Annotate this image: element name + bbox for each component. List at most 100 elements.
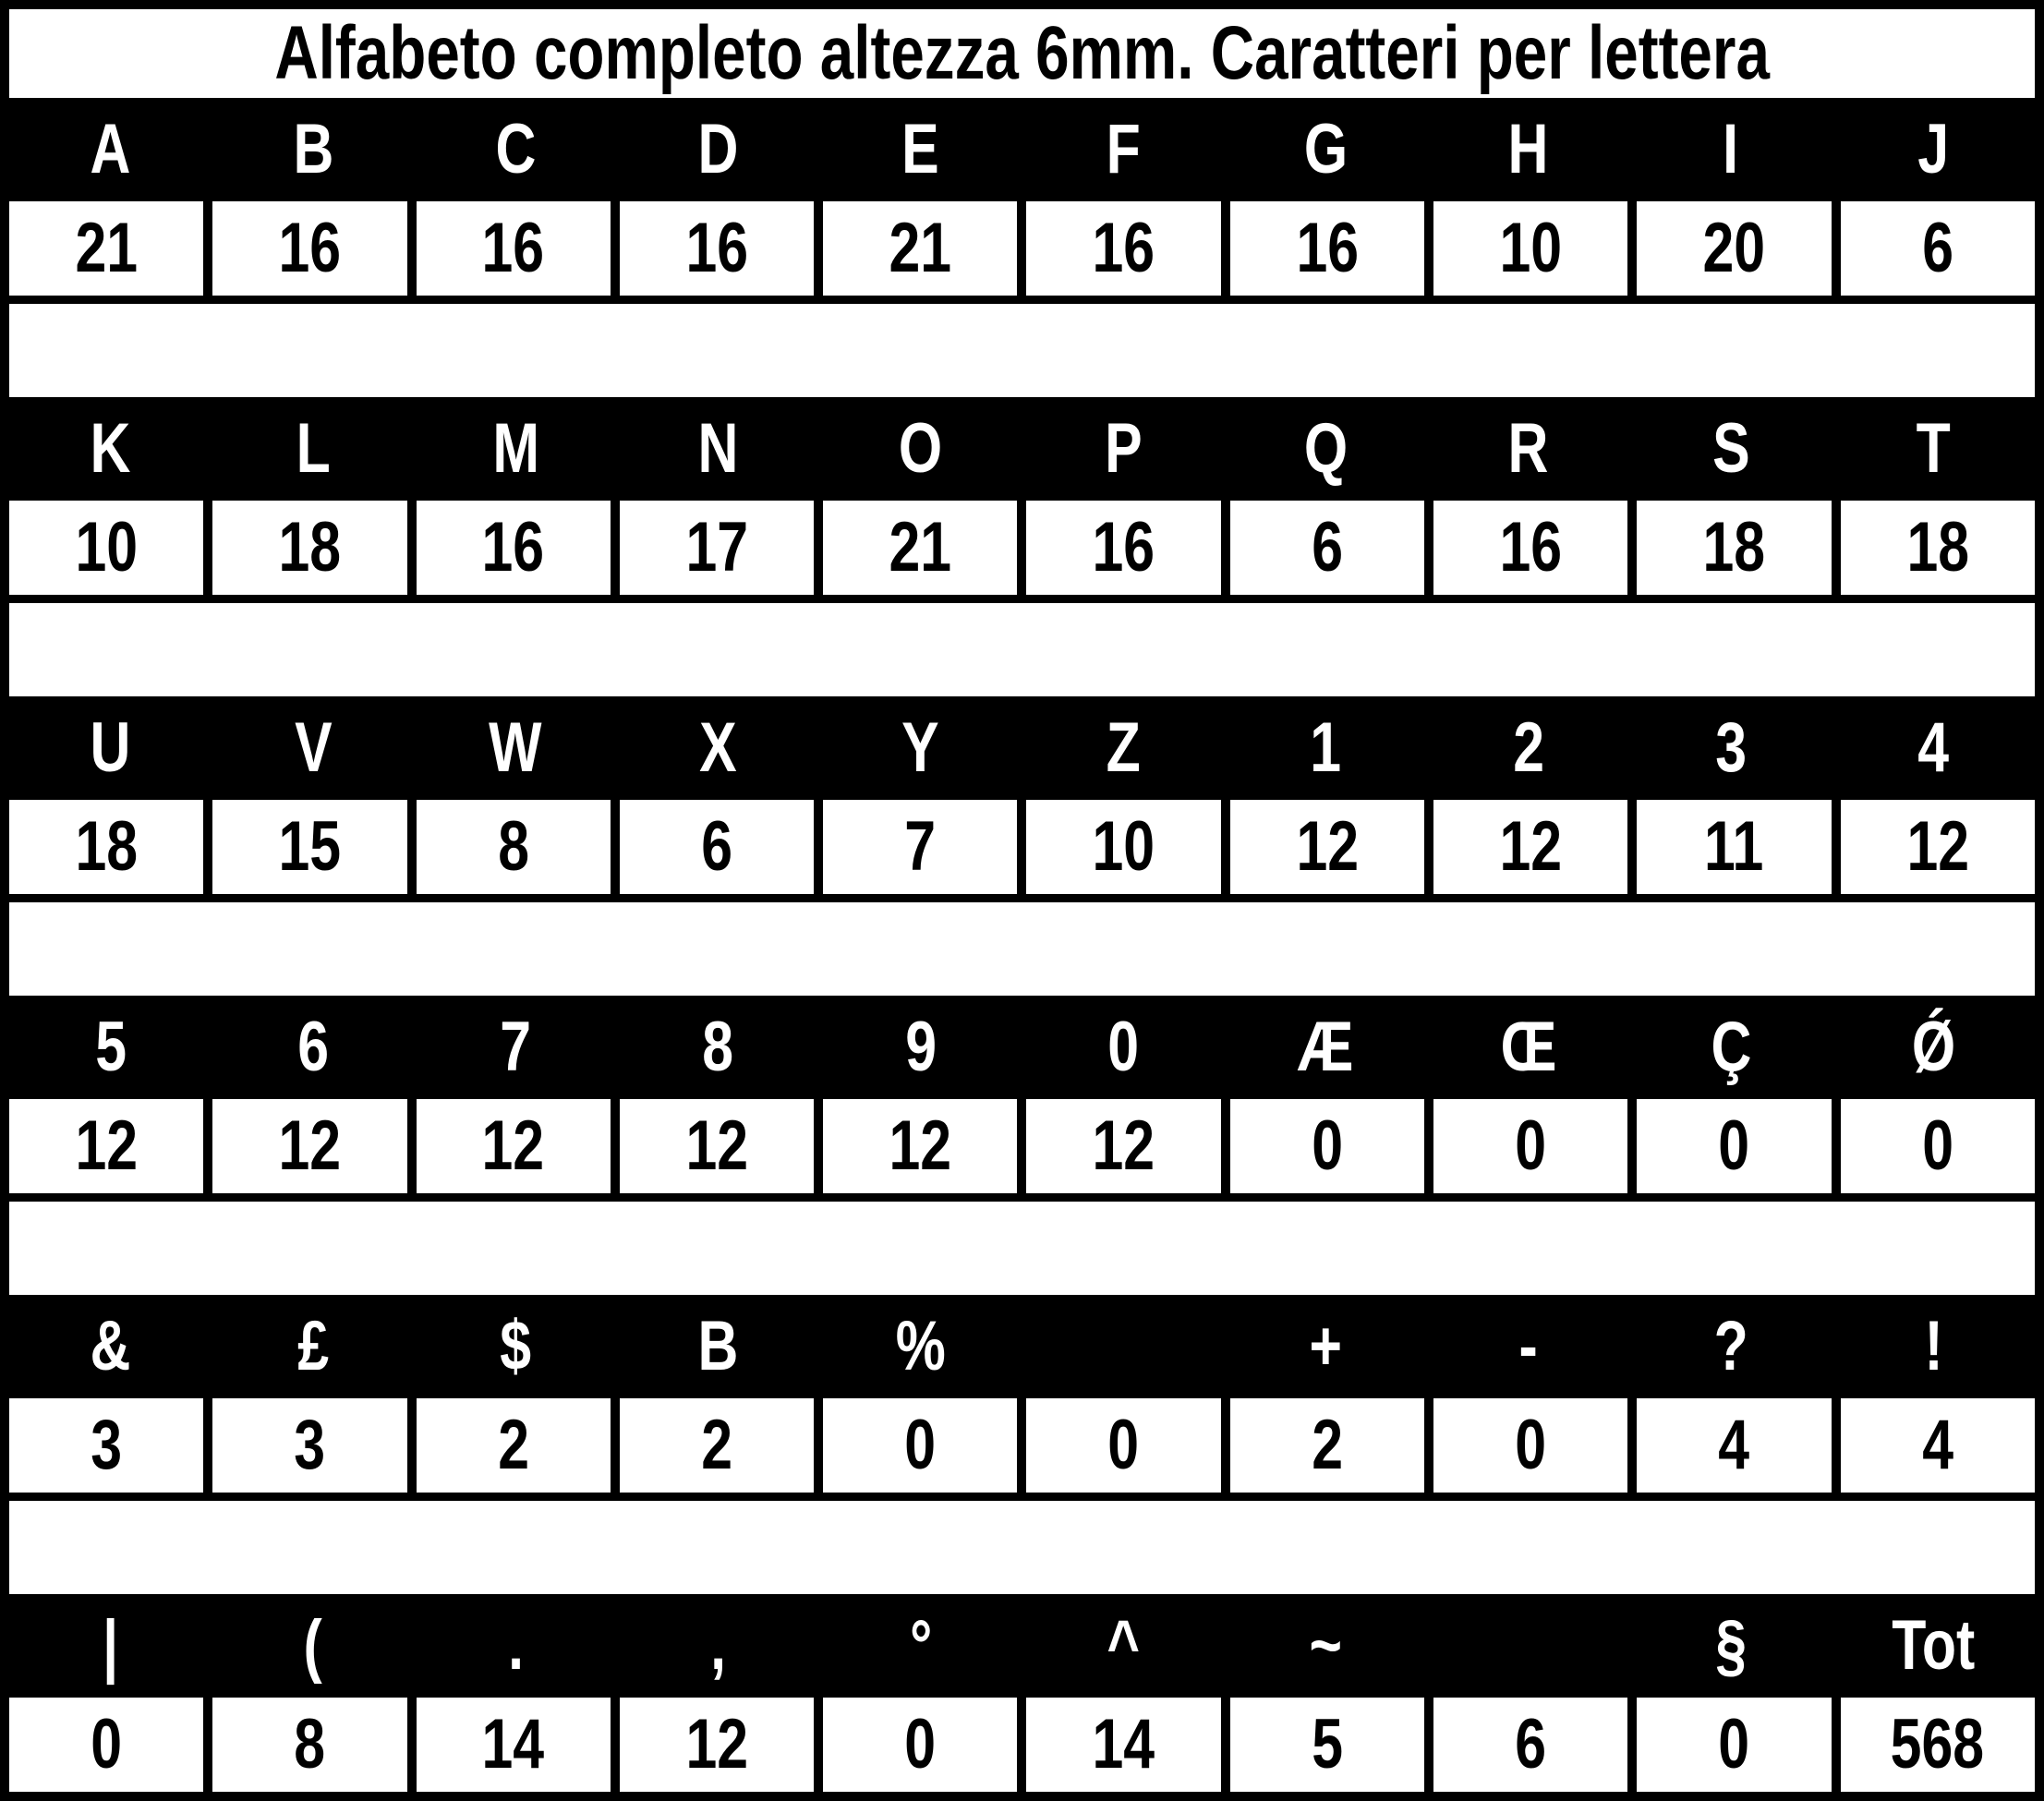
count-cell: 12 <box>9 1099 204 1193</box>
cell-text: 12 <box>1906 807 1969 886</box>
cell-text: 18 <box>278 508 342 586</box>
cell-text: $ <box>500 1307 532 1385</box>
count-cell: 11 <box>1637 800 1832 894</box>
letter-header-cell: L <box>212 397 414 501</box>
count-cell: 568 <box>1840 1698 2035 1792</box>
value-row-1: 21 16 16 16 21 16 16 10 20 6 <box>9 201 2035 304</box>
letter-header-cell: 9 <box>819 996 1022 1099</box>
cell-text: ? <box>1713 1307 1748 1385</box>
cell-text: 2 <box>701 1406 732 1484</box>
table-title: Alfabeto completo altezza 6mm. Caratteri… <box>274 11 1770 95</box>
cell-text: B <box>697 1307 739 1385</box>
count-cell: 0 <box>1637 1698 1832 1792</box>
letter-header-cell: K <box>9 397 212 501</box>
count-cell: 6 <box>1433 1698 1628 1792</box>
count-cell: 0 <box>823 1398 1018 1493</box>
letter-header-cell: U <box>9 696 212 800</box>
header-row-2: K L M N O P Q R S T <box>9 397 2035 501</box>
cell-text: 12 <box>1296 807 1359 886</box>
count-cell: 18 <box>212 501 407 595</box>
cell-text: 12 <box>685 1705 748 1783</box>
cell-text: G <box>1303 110 1349 188</box>
symbol-header-cell: B <box>617 1295 819 1398</box>
cell-text: 9 <box>904 1008 937 1086</box>
cell-text: 10 <box>1092 807 1155 886</box>
cell-text: 6 <box>1921 209 1953 287</box>
letter-header-cell: R <box>1427 397 1629 501</box>
cell-text: 0 <box>1921 1106 1953 1185</box>
letter-header-cell: Œ <box>1427 996 1629 1099</box>
cell-text: Ǿ <box>1911 1008 1955 1086</box>
symbol-header-cell: ( <box>212 1594 414 1698</box>
letter-header-cell: 8 <box>617 996 819 1099</box>
cell-text: 0 <box>904 1406 937 1484</box>
cell-text: X <box>699 708 737 787</box>
symbol-header-cell: £ <box>212 1295 414 1398</box>
count-cell: 2 <box>416 1398 611 1493</box>
letter-header-cell: T <box>1832 397 2035 501</box>
letter-header-cell: F <box>1022 98 1224 201</box>
symbol-header-cell: ~ <box>1225 1594 1427 1698</box>
symbol-header-cell: ? <box>1629 1295 1832 1398</box>
letter-header-cell: 7 <box>415 996 617 1099</box>
count-cell: 0 <box>1433 1398 1628 1493</box>
cell-text: § <box>1715 1606 1747 1685</box>
letter-header-cell: Ǿ <box>1832 996 2035 1099</box>
value-row-2: 10 18 16 17 21 16 6 16 18 18 <box>9 501 2035 603</box>
cell-text: L <box>296 409 331 488</box>
cell-text: S <box>1711 409 1750 488</box>
count-cell: 18 <box>1840 501 2035 595</box>
cell-text: 8 <box>702 1008 734 1086</box>
symbol-header-cell: . <box>415 1594 617 1698</box>
count-cell: 14 <box>1026 1698 1221 1792</box>
cell-text: I <box>1723 110 1739 188</box>
cell-text: Æ <box>1298 1008 1354 1086</box>
header-row-5: & £ $ B% + -?! <box>9 1295 2035 1398</box>
symbol-header-cell: | <box>9 1594 212 1698</box>
cell-text: Z <box>1106 708 1141 787</box>
cell-text: 17 <box>685 508 748 586</box>
count-cell: 3 <box>9 1398 204 1493</box>
count-cell: 0 <box>1433 1099 1628 1193</box>
cell-text: 21 <box>75 209 138 287</box>
spacer-row-1 <box>9 304 2035 397</box>
count-cell: 16 <box>416 201 611 296</box>
cell-text: 4 <box>1718 1406 1750 1484</box>
letter-header-cell: 5 <box>9 996 212 1099</box>
symbol-header-cell: - <box>1427 1295 1629 1398</box>
count-cell: 12 <box>1026 1099 1221 1193</box>
count-cell: 5 <box>1229 1698 1425 1792</box>
cell-text: 16 <box>278 209 342 287</box>
cell-text: B <box>292 110 333 188</box>
cell-text: - <box>1518 1307 1538 1385</box>
cell-text: 3 <box>1715 708 1747 787</box>
symbol-header-cell: + <box>1225 1295 1427 1398</box>
cell-text: 0 <box>1107 1008 1140 1086</box>
cell-text: 3 <box>294 1406 326 1484</box>
count-cell: 2 <box>1229 1398 1425 1493</box>
letter-header-cell: P <box>1022 397 1224 501</box>
symbol-header-cell: & <box>9 1295 212 1398</box>
cell-text: T <box>1916 409 1951 488</box>
letter-header-cell: O <box>819 397 1022 501</box>
cell-text: 16 <box>1092 508 1155 586</box>
cell-text: 15 <box>278 807 342 886</box>
letter-header-cell: Z <box>1022 696 1224 800</box>
header-row-6: | (., ° ^ ~ § Tot <box>9 1594 2035 1698</box>
cell-text: A <box>90 110 131 188</box>
cell-text: & <box>90 1307 131 1385</box>
symbol-header-cell: ! <box>1832 1295 2035 1398</box>
cell-text: U <box>90 708 131 787</box>
count-cell: 16 <box>619 201 815 296</box>
symbol-header-cell: Tot <box>1832 1594 2035 1698</box>
count-cell: 6 <box>1840 201 2035 296</box>
symbol-header-cell <box>1427 1594 1629 1698</box>
count-cell: 16 <box>1433 501 1628 595</box>
count-cell: 0 <box>1637 1099 1832 1193</box>
count-cell: 0 <box>1229 1099 1425 1193</box>
letter-header-cell: 1 <box>1225 696 1427 800</box>
cell-text: 7 <box>904 807 937 886</box>
cell-text: + <box>1309 1307 1343 1385</box>
letter-header-cell: Y <box>819 696 1022 800</box>
cell-text: Ç <box>1711 1008 1751 1086</box>
